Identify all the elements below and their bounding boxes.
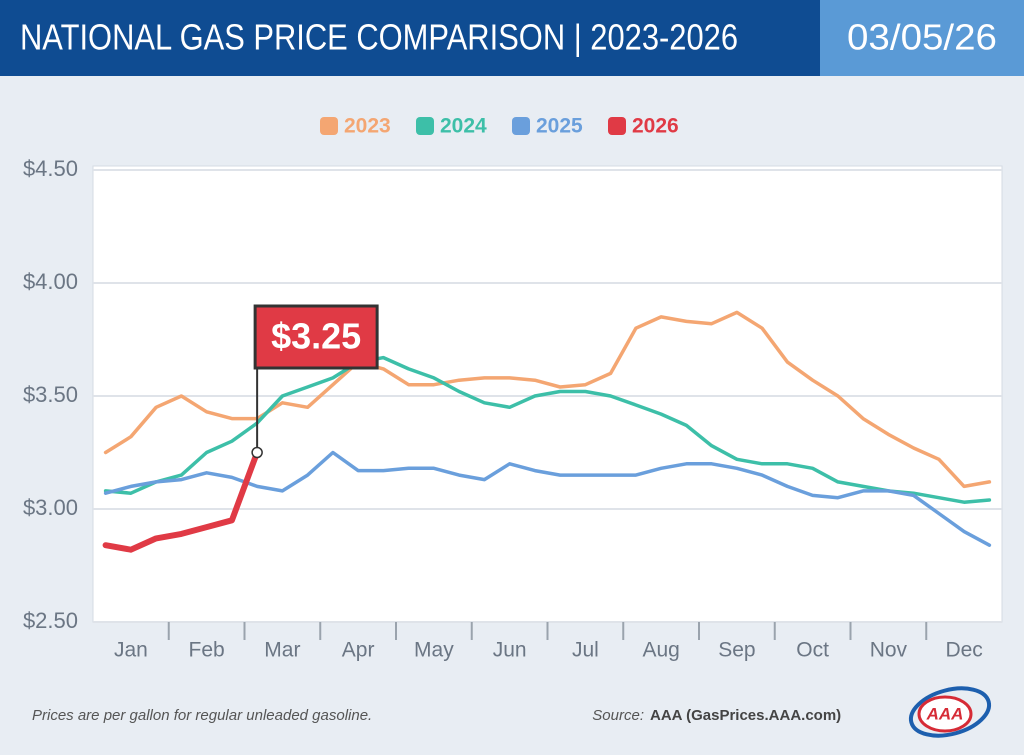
logo-oval bbox=[917, 695, 973, 733]
legend-label: 2023 bbox=[344, 115, 391, 138]
callout-box bbox=[253, 304, 379, 370]
y-tick-label: $4.50 bbox=[23, 156, 78, 181]
x-tick-label: May bbox=[414, 639, 454, 662]
legend-label: 2026 bbox=[632, 115, 679, 138]
y-tick-label: $4.00 bbox=[23, 269, 78, 294]
x-tick-label: Apr bbox=[342, 639, 375, 662]
x-tick-label: Sep bbox=[718, 639, 755, 662]
source: AAA (GasPrices.AAA.com) bbox=[650, 707, 841, 724]
legend-swatch bbox=[512, 117, 530, 135]
legend: 2023 2024 2025 2026 bbox=[320, 115, 679, 138]
x-tick-label: Jun bbox=[493, 639, 527, 662]
legend-swatch bbox=[416, 117, 434, 135]
legend-swatch bbox=[320, 117, 338, 135]
x-tick-label: Feb bbox=[189, 639, 225, 662]
x-tick-label: Oct bbox=[796, 639, 829, 662]
x-tick-label: Mar bbox=[264, 639, 300, 662]
x-tick-label: Jan bbox=[114, 639, 148, 662]
chart-title: NATIONAL GAS PRICE COMPARISON | 2023-202… bbox=[20, 17, 738, 58]
logo-ring bbox=[908, 686, 992, 738]
series-line bbox=[103, 355, 992, 504]
callout-label: $3.25 bbox=[271, 316, 361, 357]
note: Prices are per gallon for regular unlead… bbox=[32, 707, 372, 724]
legend-swatch bbox=[608, 117, 626, 135]
x-tick-label: Dec bbox=[945, 639, 982, 662]
callout-point bbox=[251, 446, 263, 459]
date-box bbox=[820, 0, 1024, 76]
y-tick-label: $2.50 bbox=[23, 608, 78, 633]
series-line bbox=[103, 310, 992, 489]
date: 03/05/26 bbox=[847, 17, 997, 58]
series-line bbox=[102, 449, 261, 553]
y-tick-label: $3.50 bbox=[23, 382, 78, 407]
source-label: Source: bbox=[592, 707, 644, 724]
legend-label: 2025 bbox=[536, 115, 583, 138]
x-tick-label: Jul bbox=[572, 639, 599, 662]
y-tick-label: $3.00 bbox=[23, 495, 78, 520]
x-tick-label: Nov bbox=[870, 639, 908, 662]
series-line bbox=[103, 450, 992, 547]
x-tick-label: Aug bbox=[642, 639, 679, 662]
legend-label: 2024 bbox=[440, 115, 487, 138]
logo-text: AAA bbox=[926, 704, 964, 723]
